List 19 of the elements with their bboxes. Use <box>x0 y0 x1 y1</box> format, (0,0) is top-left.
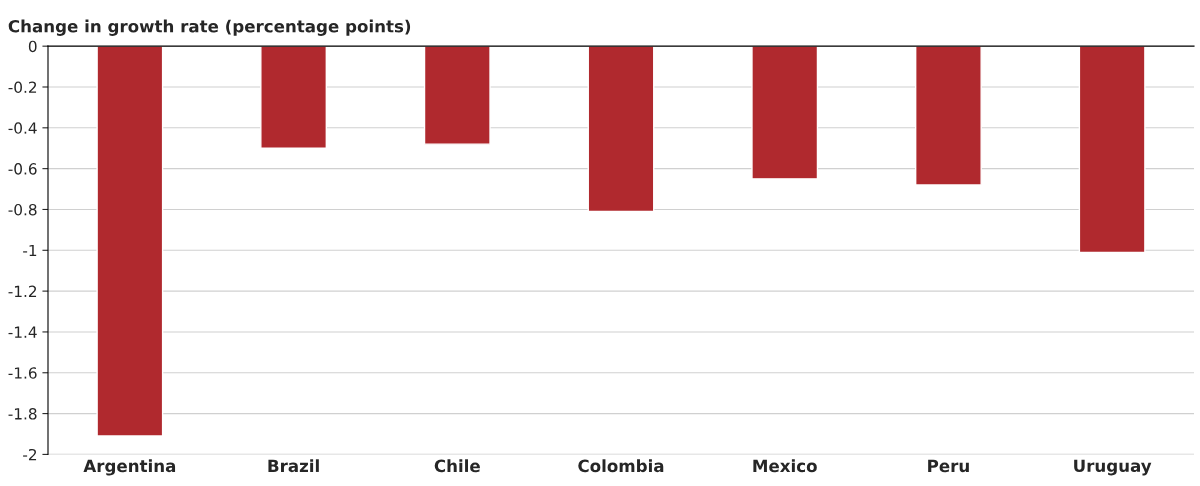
x-tick-label: Chile <box>434 459 480 473</box>
x-tick-label: Brazil <box>268 459 319 473</box>
y-tick-label: -2 <box>23 448 37 461</box>
y-tick-label: -0.8 <box>8 203 37 216</box>
y-tick-label: -1.8 <box>8 408 37 420</box>
y-tick-label: 0 <box>28 40 37 53</box>
x-tick-label: Argentina <box>83 459 176 476</box>
x-tick-label: Uruguay <box>1074 459 1152 476</box>
x-tick-label: Mexico <box>753 459 817 473</box>
chart-title: Change in growth rate (percentage points) <box>8 19 411 36</box>
y-tick-label: -0.6 <box>8 163 37 175</box>
y-tick-label: -1.2 <box>8 285 37 297</box>
y-tick-label: -1.4 <box>8 326 37 338</box>
y-tick-label: -1 <box>23 244 37 257</box>
x-tick-label: Peru <box>928 459 969 473</box>
y-tick-label: -0.2 <box>8 81 37 94</box>
y-tick-label: -1.6 <box>8 367 37 379</box>
y-tick-label: -0.4 <box>8 122 37 134</box>
x-tick-label: Colombia <box>578 459 664 473</box>
